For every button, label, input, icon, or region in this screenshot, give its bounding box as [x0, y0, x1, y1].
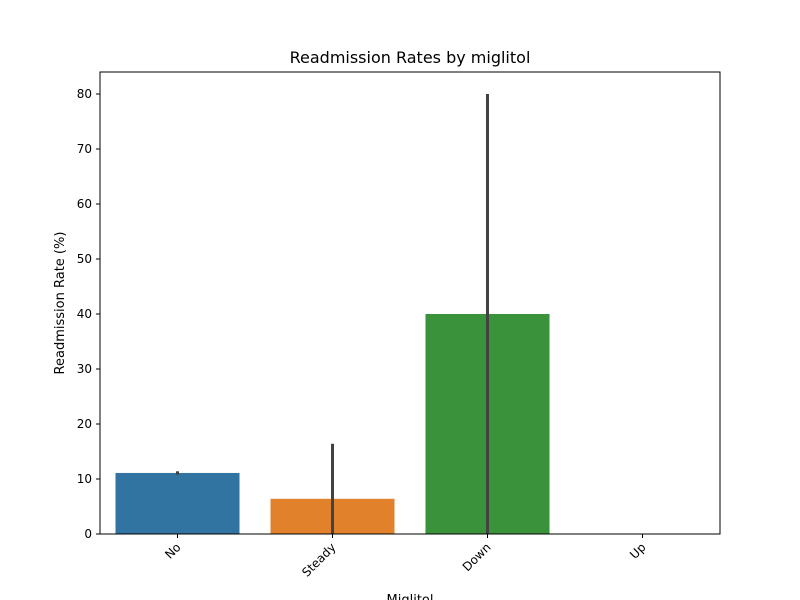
bar: [115, 472, 240, 534]
y-tick-label: 70: [77, 142, 92, 156]
y-tick-label: 40: [77, 307, 92, 321]
x-axis-label: Miglitol: [387, 593, 434, 600]
y-tick-label: 20: [77, 417, 92, 431]
y-tick-label: 60: [77, 197, 92, 211]
x-tick-label: Up: [627, 540, 649, 562]
y-tick-label: 10: [77, 472, 92, 486]
y-tick-label: 80: [77, 87, 92, 101]
y-tick-label: 50: [77, 252, 92, 266]
plot-frame: [99, 71, 721, 535]
y-tick-label: 0: [84, 527, 92, 541]
x-tick-label: No: [162, 540, 183, 561]
y-axis-label: Readmission Rate (%): [53, 232, 68, 375]
chart-title: Readmission Rates by miglitol: [290, 48, 531, 67]
x-tick-label: Down: [460, 540, 494, 574]
x-tick-label: Steady: [299, 540, 338, 579]
y-tick-label: 30: [77, 362, 92, 376]
